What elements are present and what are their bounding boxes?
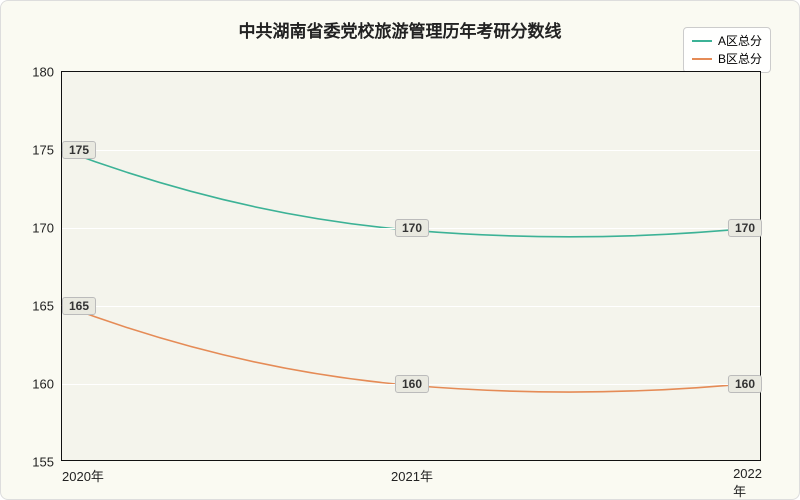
data-label: 160 [395, 375, 429, 393]
y-tick-label: 170 [32, 221, 54, 236]
legend-label-b: B区总分 [718, 50, 762, 68]
y-tick-label: 160 [32, 377, 54, 392]
chart-lines-svg [62, 72, 760, 460]
y-tick-label: 175 [32, 143, 54, 158]
x-tick-label: 2021年 [391, 466, 433, 485]
y-tick-label: 180 [32, 65, 54, 80]
legend-swatch-b [692, 58, 712, 60]
grid-line [62, 150, 760, 151]
plot-area: 1551601651701751802020年2021年2022年1751701… [61, 71, 761, 461]
legend-item-b: B区总分 [692, 50, 762, 68]
data-label: 165 [62, 297, 96, 315]
x-tick-label: 2020年 [62, 466, 104, 485]
legend: A区总分 B区总分 [683, 27, 771, 73]
legend-item-a: A区总分 [692, 32, 762, 50]
y-tick-label: 165 [32, 299, 54, 314]
grid-line [62, 306, 760, 307]
y-tick-label: 155 [32, 455, 54, 470]
x-tick-label: 2022年 [733, 466, 762, 500]
legend-label-a: A区总分 [718, 32, 762, 50]
data-label: 175 [62, 141, 96, 159]
data-label: 160 [728, 375, 762, 393]
data-label: 170 [395, 219, 429, 237]
legend-swatch-a [692, 40, 712, 42]
data-label: 170 [728, 219, 762, 237]
chart-title: 中共湖南省委党校旅游管理历年考研分数线 [239, 17, 562, 42]
chart-container: 中共湖南省委党校旅游管理历年考研分数线 A区总分 B区总分 155 160 165 1… [0, 0, 800, 500]
